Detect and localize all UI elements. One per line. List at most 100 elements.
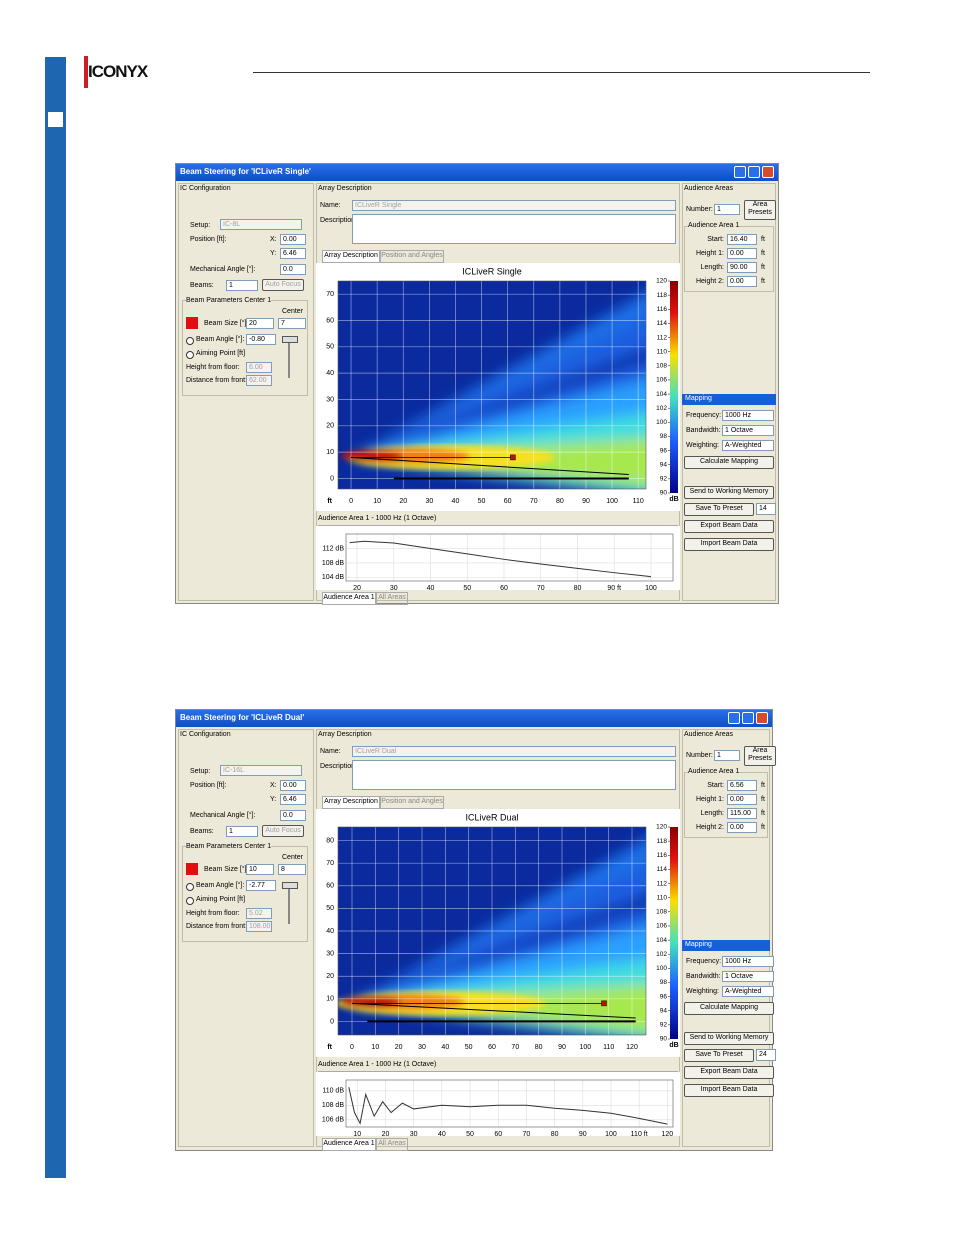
mech-input[interactable]: 0.0 (280, 264, 306, 275)
tab[interactable]: Audience Area 1 (322, 592, 376, 605)
auto-focus-button[interactable]: Auto Focus (262, 825, 304, 837)
slider[interactable] (288, 882, 290, 924)
label: X: (270, 782, 277, 789)
area-presets-button[interactable]: Area Presets (744, 746, 776, 766)
slider[interactable] (288, 336, 290, 378)
radio[interactable] (186, 337, 194, 345)
beam-angle-input[interactable]: -0.80 (246, 334, 276, 345)
distance-input[interactable]: 62.00 (246, 375, 272, 386)
area-input[interactable]: 6.56 (727, 780, 757, 791)
height-input[interactable]: 5.02 (246, 908, 272, 919)
sidebar-tab (48, 112, 63, 127)
height-input[interactable]: 6.00 (246, 362, 272, 373)
mapping-select[interactable]: 1 Octave (722, 425, 774, 436)
logo-mark (84, 56, 88, 88)
beams-select[interactable]: 1 (226, 826, 258, 837)
description-input[interactable] (352, 214, 676, 244)
area-input[interactable]: 90.00 (727, 262, 757, 273)
area-input[interactable]: 115.00 (727, 808, 757, 819)
label: Number: (686, 206, 713, 213)
window-button[interactable] (734, 166, 746, 178)
export-button[interactable]: Export Beam Data (684, 1066, 774, 1079)
window-button[interactable] (762, 166, 774, 178)
tab[interactable]: Position and Angles (380, 250, 444, 263)
setup-select[interactable]: IC-16L (220, 765, 302, 776)
radio[interactable] (186, 351, 194, 359)
logo: ICONYX (88, 62, 148, 81)
header-rule (253, 72, 870, 73)
areas-panel (682, 183, 776, 601)
number-select[interactable]: 1 (714, 750, 740, 761)
label: Description: (320, 217, 357, 224)
label: Aiming Point [ft] (196, 350, 246, 357)
label: Setup: (190, 222, 211, 229)
window-button[interactable] (742, 712, 754, 724)
tab[interactable]: Audience Area 1 (322, 1138, 376, 1151)
area-input[interactable]: 0.00 (727, 822, 757, 833)
label: ft (761, 796, 765, 803)
preset-spin[interactable]: 24 (756, 1049, 776, 1061)
x-input[interactable]: 0.00 (280, 234, 306, 245)
auto-focus-button[interactable]: Auto Focus (262, 279, 304, 291)
mapping-select[interactable]: A-Weighted (722, 986, 774, 997)
area-input[interactable]: 0.00 (727, 248, 757, 259)
center-select[interactable]: 8 (278, 864, 306, 875)
save-button[interactable]: Save To Preset (684, 503, 754, 516)
beam-size-select[interactable]: 10 (246, 864, 274, 875)
label: Bandwidth: (686, 427, 721, 434)
beam-color (186, 317, 198, 329)
area-input[interactable]: 0.00 (727, 276, 757, 287)
radio[interactable] (186, 883, 194, 891)
mapping-select[interactable]: A-Weighted (722, 440, 774, 451)
label: ft (761, 782, 765, 789)
response-title: Audience Area 1 - 1000 Hz (1 Octave) (318, 514, 678, 526)
area-input[interactable]: 16.40 (727, 234, 757, 245)
tab[interactable]: Array Description (322, 250, 380, 263)
beams-select[interactable]: 1 (226, 280, 258, 291)
distance-input[interactable]: 108.00 (246, 921, 272, 932)
tab[interactable]: All Areas (376, 592, 408, 605)
label: Beam Size [°]: (204, 320, 249, 327)
area-presets-button[interactable]: Area Presets (744, 200, 776, 220)
slider-thumb[interactable] (282, 882, 298, 889)
send-button[interactable]: Send to Working Memory (684, 1032, 774, 1045)
save-button[interactable]: Save To Preset (684, 1049, 754, 1062)
beam-size-select[interactable]: 20 (246, 318, 274, 329)
mapping-select[interactable]: 1 Octave (722, 971, 774, 982)
import-button[interactable]: Import Beam Data (684, 538, 774, 551)
calculate-button[interactable]: Calculate Mapping (684, 456, 774, 469)
slider-thumb[interactable] (282, 336, 298, 343)
mapping-select[interactable]: 1000 Hz (722, 410, 774, 421)
label: Beam Angle [°]: (196, 882, 245, 889)
description-input[interactable] (352, 760, 676, 790)
import-button[interactable]: Import Beam Data (684, 1084, 774, 1097)
send-button[interactable]: Send to Working Memory (684, 486, 774, 499)
window-button[interactable] (756, 712, 768, 724)
tab[interactable]: Array Description (322, 796, 380, 809)
number-select[interactable]: 1 (714, 204, 740, 215)
group-label: Audience Area 1 (688, 767, 740, 777)
y-input[interactable]: 6.46 (280, 248, 306, 259)
label: Mechanical Angle [°]: (190, 266, 256, 273)
window-button[interactable] (748, 166, 760, 178)
export-button[interactable]: Export Beam Data (684, 520, 774, 533)
preset-spin[interactable]: 14 (756, 503, 776, 515)
tab[interactable]: All Areas (376, 1138, 408, 1151)
tab[interactable]: Position and Angles (380, 796, 444, 809)
setup-select[interactable]: IC-8L (220, 219, 302, 230)
name-input[interactable]: ICLiveR Single (352, 200, 676, 211)
y-input[interactable]: 6.46 (280, 794, 306, 805)
center-select[interactable]: 7 (278, 318, 306, 329)
beam-angle-input[interactable]: -2.77 (246, 880, 276, 891)
label: Length: (700, 810, 724, 817)
label: Height from floor: (186, 910, 240, 917)
calculate-button[interactable]: Calculate Mapping (684, 1002, 774, 1015)
area-input[interactable]: 0.00 (727, 794, 757, 805)
mapping-select[interactable]: 1000 Hz (722, 956, 774, 967)
window-button[interactable] (728, 712, 740, 724)
name-input[interactable]: ICLiveR Dual (352, 746, 676, 757)
radio[interactable] (186, 897, 194, 905)
mech-input[interactable]: 0.0 (280, 810, 306, 821)
x-input[interactable]: 0.00 (280, 780, 306, 791)
label: Y: (270, 250, 277, 257)
